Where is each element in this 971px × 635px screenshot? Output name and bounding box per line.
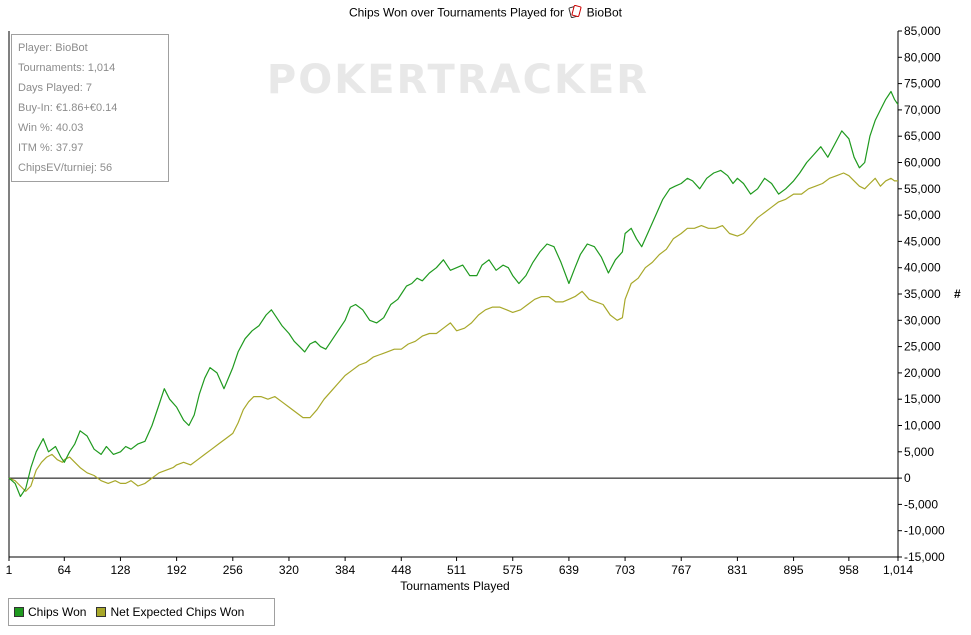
series-line-chips-won [8,90,899,498]
x-tick-label: 639 [559,563,579,577]
x-tick-label: 384 [335,563,355,577]
x-tick-label: 320 [279,563,299,577]
x-tick-label: 256 [223,563,243,577]
legend-label-chips-won: Chips Won [28,605,87,619]
legend-item-chips-won[interactable]: Chips Won [14,605,86,619]
stat-days-played: Days Played: 7 [18,82,92,94]
x-tick-label: 1 [6,563,13,577]
x-tick-label: 575 [503,563,523,577]
x-tick-label: 895 [784,563,804,577]
y-tick-label: 0 [904,471,911,485]
y-tick-label: 5,000 [904,445,934,459]
chart-title-prefix: Chips Won over Tournaments Played for [348,5,564,20]
x-tick-label: 64 [58,563,72,577]
series-layer [8,90,899,498]
x-tick-label: 128 [110,563,130,577]
legend-item-net-expected[interactable]: Net Expected Chips Won [96,605,244,619]
x-tick-label: 703 [615,563,635,577]
chart-title-player: BioBot [586,5,623,20]
y-tick-label: 70,000 [904,103,941,117]
y-tick-label: 85,000 [904,24,941,38]
stat-chips-ev: ChipsEV/turniej: 56 [18,162,113,174]
y-tick-label: 35,000 [904,287,941,301]
y-tick-label: 25,000 [904,340,941,354]
y-tick-label: -5,000 [904,497,938,511]
legend-swatch-net-expected [96,607,107,617]
y-tick-label: 55,000 [904,182,941,196]
x-tick-label: 958 [839,563,859,577]
chart-title: Chips Won over Tournaments Played for Bi… [0,4,971,21]
y-tick-label: 20,000 [904,366,941,380]
x-tick-label: 511 [447,563,466,577]
stat-itm-pct: ITM %: 37.97 [18,142,84,154]
y-tick-label: -15,000 [904,550,945,564]
stat-win-pct: Win %: 40.03 [18,122,84,134]
legend-label-net-expected: Net Expected Chips Won [110,605,245,619]
x-tick-label: 192 [167,563,187,577]
legend-swatch-chips-won [14,607,24,617]
y-tick-label: 65,000 [904,129,941,143]
stat-tournaments: Tournaments: 1,014 [18,62,116,74]
watermark-logo: POKERTRACKER [267,57,649,103]
y-tick-label: 10,000 [904,419,941,433]
y-tick-label: 50,000 [904,208,941,222]
axes: 85,000 80,000 75,000 70,000 65,000 60,000 55,0… [6,24,945,577]
y-tick-label: -10,000 [904,524,945,538]
y-tick-label: 75,000 [904,77,941,91]
x-tick-label: 767 [671,563,691,577]
stat-buy-in: Buy-In: €1.86+€0.14 [18,102,118,114]
series-line-net-expected [8,172,898,492]
y-tick-label: 40,000 [904,261,941,275]
x-tick-label: 1,014 [883,563,913,577]
y-axis-title: # [954,287,961,301]
stats-box: Player: BioBot Tournaments: 1,014 Days P… [11,34,169,182]
y-tick-label: 30,000 [904,313,941,327]
y-tick-label: 60,000 [904,156,941,170]
stat-player: Player: BioBot [18,42,88,54]
y-tick-label: 45,000 [904,234,941,248]
y-tick-label: 15,000 [904,392,941,406]
legend: Chips Won Net Expected Chips Won [8,598,275,626]
x-tick-label: 448 [391,563,411,577]
x-tick-label: 831 [727,563,747,577]
cards-icon [568,4,582,21]
x-axis-title: Tournaments Played [400,579,510,593]
y-tick-label: 80,000 [904,50,941,64]
